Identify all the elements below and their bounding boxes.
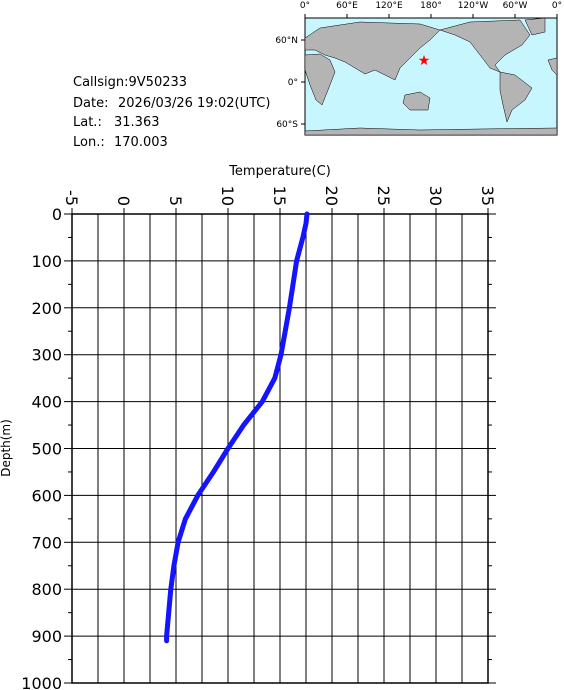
y-tick-label: 400	[31, 393, 62, 412]
x-tick-label: 25	[374, 186, 393, 206]
map-lon-label: 0°	[552, 1, 562, 11]
land	[547, 57, 558, 76]
map-lon-label: 120°W	[458, 1, 489, 11]
map-lon-label: 60°E	[336, 1, 358, 11]
y-tick-label: 600	[31, 486, 62, 505]
map-lon-label: 120°E	[375, 1, 403, 11]
map: 0° 60°E 120°E 180° 120°W 60°W 0° 60°N 0° 60°S ★	[275, 1, 562, 136]
land	[304, 53, 336, 106]
map-lat-label: 0°	[288, 78, 298, 88]
plot-frame	[71, 213, 489, 684]
y-tick-label: 100	[31, 252, 62, 271]
y-tick-label: 800	[31, 580, 62, 599]
land	[304, 127, 558, 136]
date: 2026/03/26 19:02(UTC)	[118, 96, 270, 111]
station-marker: ★	[418, 53, 431, 69]
land	[304, 21, 441, 81]
y-tick-label: 900	[31, 627, 62, 646]
land	[499, 71, 533, 123]
lon: 170.003	[114, 135, 168, 150]
x-tick-label: 0	[114, 196, 133, 206]
map-lat-label: 60°S	[276, 120, 298, 130]
map-lat-label: 60°N	[275, 36, 298, 46]
x-tick-label: 35	[478, 186, 497, 206]
lon-label: Lon.:	[73, 135, 105, 150]
x-tick-label: -5	[62, 190, 81, 206]
x-axis-label: Temperature(C)	[228, 164, 331, 179]
x-tick-label: 30	[426, 186, 445, 206]
x-tick-label: 5	[166, 196, 185, 206]
callsign: Callsign:9V50233	[73, 75, 187, 90]
map-lon-label: 180°	[420, 1, 442, 11]
y-tick-label: 0	[52, 205, 62, 224]
land	[439, 19, 531, 73]
x-tick-label: 10	[218, 186, 237, 206]
y-tick-label: 300	[31, 346, 62, 365]
x-tick-label: 15	[270, 186, 289, 206]
y-tick-label: 500	[31, 440, 62, 459]
lat: 31.363	[114, 115, 160, 130]
map-lon-label: 60°W	[503, 1, 528, 11]
y-tick-label: 700	[31, 533, 62, 552]
profile-line	[164, 211, 310, 644]
lat-label: Lat.:	[73, 115, 102, 130]
map-lon-label: 0°	[300, 1, 310, 11]
land	[402, 91, 431, 111]
y-axis-label: Depth(m)	[0, 419, 13, 477]
y-tick-label: 200	[31, 299, 62, 318]
land	[524, 17, 546, 36]
station-info: Callsign:9V50233 Date: 2026/03/26 19:02(…	[73, 75, 270, 150]
x-tick-label: 20	[322, 186, 341, 206]
y-tick-label: 1000	[21, 674, 62, 690]
date-label: Date:	[73, 96, 108, 111]
